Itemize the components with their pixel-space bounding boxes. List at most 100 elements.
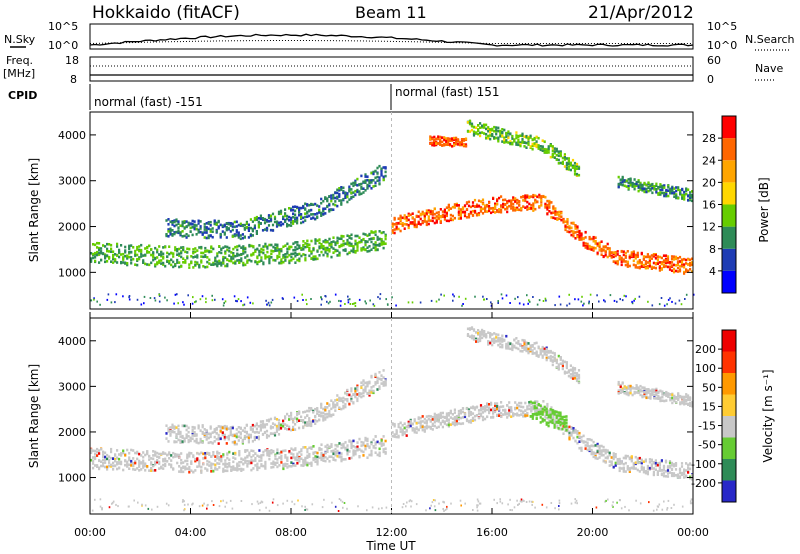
- data-cell: [457, 207, 460, 210]
- data-cell: [679, 192, 682, 196]
- data-cell: [169, 429, 172, 433]
- data-cell: [433, 415, 436, 418]
- data-cell: [189, 222, 192, 225]
- data-cell: [300, 213, 303, 216]
- data-cell: [500, 401, 503, 404]
- data-cell: [260, 247, 263, 251]
- data-cell: [209, 220, 212, 224]
- data-cell: [228, 249, 231, 253]
- data-cell: [332, 449, 335, 453]
- data-cell: [223, 424, 226, 428]
- data-cell: [360, 381, 363, 384]
- data-cell: [415, 431, 418, 434]
- data-cell: [200, 251, 203, 255]
- data-cell: [635, 180, 638, 184]
- data-cell: [482, 295, 484, 298]
- data-cell: [652, 461, 655, 465]
- data-cell: [252, 467, 255, 470]
- data-cell: [498, 196, 501, 200]
- data-cell: [128, 463, 131, 467]
- data-cell: [435, 413, 438, 417]
- data-cell: [366, 391, 369, 395]
- data-cell: [518, 203, 521, 207]
- colorbar-swatch: [722, 160, 736, 183]
- data-cell: [393, 435, 396, 438]
- data-cell: [594, 246, 597, 250]
- data-cell: [496, 407, 499, 411]
- data-cell: [168, 252, 171, 256]
- data-cell: [505, 139, 508, 142]
- data-cell: [250, 449, 253, 452]
- data-cell: [483, 126, 486, 129]
- data-cell: [273, 431, 277, 435]
- data-cell: [562, 221, 565, 224]
- data-cell: [578, 440, 581, 443]
- data-cell: [215, 428, 218, 431]
- data-cell: [453, 295, 455, 298]
- data-cell: [453, 203, 456, 206]
- data-cell: [536, 404, 539, 407]
- data-cell: [296, 417, 299, 421]
- data-cell: [144, 463, 147, 467]
- data-cell: [270, 256, 273, 259]
- data-cell: [310, 422, 313, 425]
- data-cell: [180, 458, 183, 462]
- data-cell: [413, 223, 416, 227]
- data-cell: [304, 215, 307, 219]
- data-cell: [627, 178, 630, 181]
- data-cell: [216, 252, 219, 255]
- data-cell: [662, 469, 666, 472]
- data-cell: [104, 461, 107, 464]
- data-cell: [502, 409, 505, 412]
- data-cell: [672, 255, 676, 259]
- data-cell: [334, 243, 337, 247]
- data-cell: [600, 253, 603, 256]
- data-cell: [164, 452, 167, 455]
- data-cell: [685, 187, 688, 190]
- data-cell: [231, 228, 234, 232]
- data-cell: [338, 192, 341, 196]
- data-cell: [481, 126, 484, 129]
- data-cell: [534, 207, 537, 211]
- data-cell: [276, 246, 279, 249]
- data-cell: [296, 258, 299, 262]
- data-cell: [282, 222, 285, 226]
- data-cell: [215, 221, 218, 225]
- data-cell: [477, 128, 480, 131]
- data-cell: [178, 465, 181, 468]
- data-cell: [356, 399, 359, 403]
- data-cell: [401, 224, 404, 227]
- data-cell: [302, 248, 305, 251]
- data-cell: [656, 262, 659, 265]
- data-cell: [296, 221, 299, 225]
- data-cell: [358, 190, 361, 193]
- data-cell: [190, 462, 193, 465]
- data-cell: [529, 415, 532, 418]
- data-cell: [380, 167, 383, 171]
- data-cell: [558, 295, 561, 298]
- data-cell: [664, 261, 668, 265]
- data-cell: [316, 257, 319, 261]
- data-cell: [614, 254, 617, 258]
- data-cell: [275, 220, 279, 224]
- data-cell: [205, 435, 208, 438]
- data-cell: [570, 233, 573, 237]
- data-cell: [370, 187, 373, 190]
- data-cell: [200, 471, 203, 474]
- data-cell: [441, 144, 444, 147]
- data-cell: [266, 453, 269, 457]
- data-cell: [280, 461, 283, 464]
- data-cell: [673, 187, 676, 190]
- data-cell: [658, 303, 661, 306]
- data-cell: [344, 303, 346, 305]
- data-cell: [362, 441, 365, 444]
- data-cell: [669, 191, 672, 195]
- data-cell: [179, 439, 182, 442]
- data-cell: [158, 467, 161, 470]
- data-cell: [172, 451, 175, 455]
- data-cell: [518, 404, 521, 408]
- data-cell: [275, 424, 279, 428]
- data-cell: [236, 259, 239, 262]
- data-cell: [205, 222, 208, 225]
- data-cell: [644, 260, 647, 263]
